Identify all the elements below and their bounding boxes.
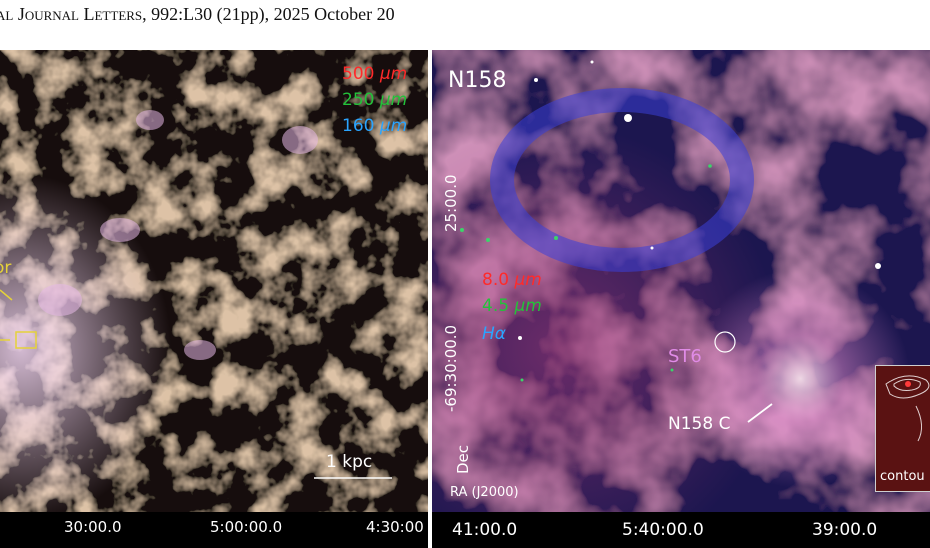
- page-header: al Journal Letters, 992:L30 (21pp), 2025…: [0, 0, 930, 50]
- field-name: N158: [448, 68, 507, 93]
- dec-axis-label: Dec: [454, 444, 472, 474]
- wavelength-160: 160 μm: [342, 116, 408, 136]
- wavelength-250: 250 μm: [342, 90, 408, 110]
- n158c-label: N158 C: [668, 414, 731, 434]
- ra-tick: 39:00.0: [812, 520, 878, 540]
- ra-tick: 5:00:00.0: [210, 518, 283, 536]
- inset-label: contou: [880, 469, 925, 484]
- contour-lines: [885, 375, 930, 442]
- ra-tick: 30:00.0: [64, 518, 122, 536]
- wavelength-8-0: 8.0 μm: [482, 270, 542, 290]
- ra-axis-label: RA (J2000): [450, 485, 519, 500]
- yellow-pointer-line: [0, 289, 13, 301]
- n158c-pointer-line: [747, 403, 773, 423]
- dec-tick: -69:30:00.0: [442, 324, 460, 412]
- wavelength-4-5: 4.5 μm: [482, 296, 542, 316]
- st6-circle: [714, 331, 736, 353]
- n158-locator-box: [15, 331, 37, 349]
- dec-tick: 25:00.0: [442, 174, 460, 232]
- contour-inset: contou: [875, 365, 930, 492]
- right-axis-strip: 41:00.0 5:40:00.0 39:00.0: [432, 512, 930, 548]
- journal-name: al Journal Letters: [0, 4, 143, 24]
- running-head: al Journal Letters, 992:L30 (21pp), 2025…: [0, 4, 395, 25]
- n158-image: [432, 50, 930, 548]
- ra-tick: 5:40:00.0: [622, 520, 704, 540]
- left-axis-strip: 30:00.0 5:00:00.0 4:30:00: [0, 512, 428, 548]
- ra-tick: 41:00.0: [452, 520, 518, 540]
- ra-tick: 4:30:00: [366, 518, 424, 536]
- wavelength-500: 500 μm: [342, 64, 408, 84]
- st6-label: ST6: [668, 346, 702, 367]
- scale-bar-label: 1 kpc: [326, 452, 373, 472]
- citation: , 992:L30 (21pp), 2025 October 20: [142, 4, 395, 24]
- cropped-label: or: [0, 258, 12, 278]
- lmc-far-ir-composite: 500 μm 250 μm 160 μm or 1 kpc 30:00.0 5:…: [0, 50, 428, 548]
- n158-composite: N158 8.0 μm 4.5 μm Hα ST6 N158 C 25:00.0…: [432, 50, 930, 548]
- dust-emission-image: [0, 50, 428, 548]
- wavelength-halpha: Hα: [482, 324, 506, 344]
- panel-divider: [428, 50, 432, 548]
